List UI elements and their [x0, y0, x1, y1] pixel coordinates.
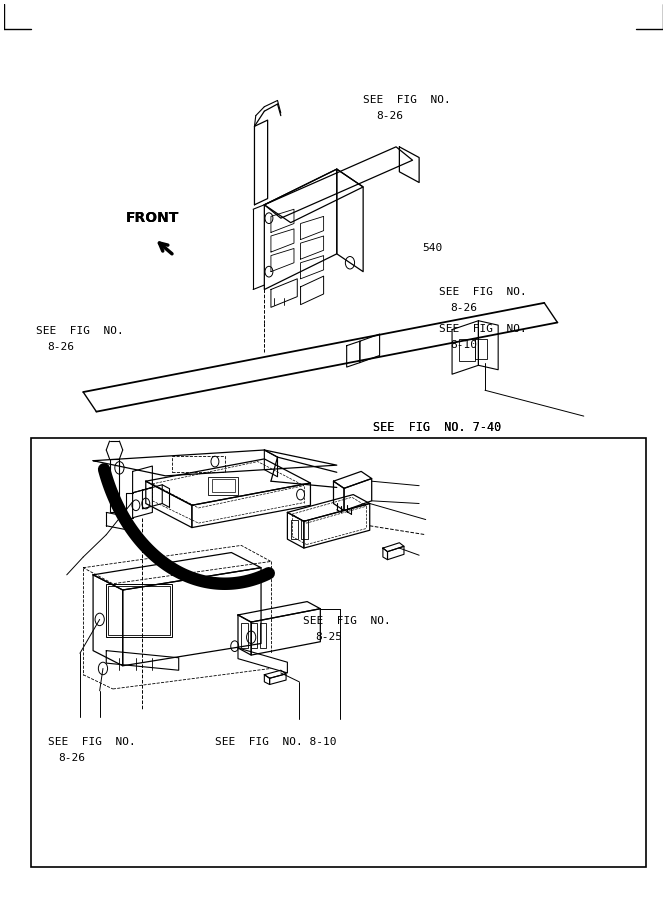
Polygon shape — [334, 472, 372, 489]
Bar — [241, 623, 248, 648]
Text: 8-26: 8-26 — [47, 343, 75, 353]
Text: SEE  FIG  NO.: SEE FIG NO. — [36, 327, 123, 337]
Polygon shape — [334, 482, 344, 510]
Polygon shape — [106, 651, 179, 670]
Polygon shape — [271, 248, 294, 272]
Text: 8-25: 8-25 — [315, 632, 342, 643]
Polygon shape — [254, 120, 267, 205]
Polygon shape — [287, 512, 304, 548]
Polygon shape — [146, 482, 192, 527]
Polygon shape — [269, 674, 286, 685]
Polygon shape — [264, 675, 269, 685]
Polygon shape — [301, 216, 323, 239]
Text: 8-26: 8-26 — [376, 111, 404, 121]
Polygon shape — [301, 236, 323, 259]
Polygon shape — [133, 466, 152, 493]
Bar — [475, 339, 487, 359]
Text: SEE  FIG  NO. 7-40: SEE FIG NO. 7-40 — [373, 421, 502, 434]
Polygon shape — [264, 169, 363, 222]
Polygon shape — [287, 495, 370, 521]
Polygon shape — [383, 548, 388, 560]
Text: SEE  FIG  NO.: SEE FIG NO. — [439, 287, 527, 297]
Polygon shape — [301, 276, 323, 305]
Polygon shape — [337, 169, 363, 272]
Bar — [208, 477, 238, 495]
Polygon shape — [133, 488, 152, 517]
Polygon shape — [383, 543, 404, 552]
Polygon shape — [301, 256, 323, 279]
Text: SEE  FIG  NO. 8-10: SEE FIG NO. 8-10 — [215, 736, 336, 747]
Polygon shape — [192, 483, 310, 527]
Text: SEE  FIG  NO.: SEE FIG NO. — [439, 324, 527, 334]
Polygon shape — [271, 279, 297, 307]
Bar — [251, 623, 257, 648]
Bar — [172, 456, 225, 472]
Bar — [259, 623, 266, 648]
Polygon shape — [271, 229, 294, 252]
Text: 8-26: 8-26 — [58, 752, 85, 762]
Polygon shape — [93, 553, 261, 590]
Polygon shape — [143, 485, 162, 508]
Polygon shape — [304, 503, 370, 548]
Polygon shape — [347, 341, 360, 367]
Bar — [31, 438, 646, 868]
Polygon shape — [388, 546, 404, 560]
Polygon shape — [146, 459, 310, 505]
Polygon shape — [400, 147, 419, 183]
Polygon shape — [251, 608, 320, 655]
Polygon shape — [344, 479, 372, 510]
Bar — [106, 584, 172, 637]
Bar — [211, 480, 235, 492]
Text: 540: 540 — [422, 244, 442, 254]
Text: SEE  FIG  NO. 7-40: SEE FIG NO. 7-40 — [373, 421, 502, 434]
Bar — [291, 519, 298, 539]
Polygon shape — [93, 575, 123, 666]
Polygon shape — [264, 169, 337, 290]
Text: SEE  FIG  NO.: SEE FIG NO. — [47, 736, 135, 747]
Polygon shape — [452, 320, 478, 374]
Polygon shape — [264, 147, 413, 218]
Text: SEE  FIG  NO.: SEE FIG NO. — [303, 616, 391, 626]
Polygon shape — [123, 568, 261, 666]
Text: FRONT: FRONT — [126, 212, 179, 225]
Polygon shape — [109, 459, 119, 512]
Polygon shape — [238, 615, 251, 655]
Polygon shape — [271, 210, 294, 232]
Polygon shape — [238, 648, 287, 673]
Bar — [301, 519, 307, 539]
Text: SEE  FIG  NO.: SEE FIG NO. — [363, 94, 451, 104]
Polygon shape — [238, 601, 320, 622]
Polygon shape — [264, 450, 277, 477]
Polygon shape — [93, 450, 337, 476]
Text: 8-26: 8-26 — [451, 303, 478, 313]
Text: 8-10: 8-10 — [451, 340, 478, 350]
Bar — [459, 338, 475, 361]
Text: FRONT: FRONT — [126, 212, 179, 225]
Polygon shape — [264, 670, 286, 679]
Bar — [108, 587, 170, 634]
